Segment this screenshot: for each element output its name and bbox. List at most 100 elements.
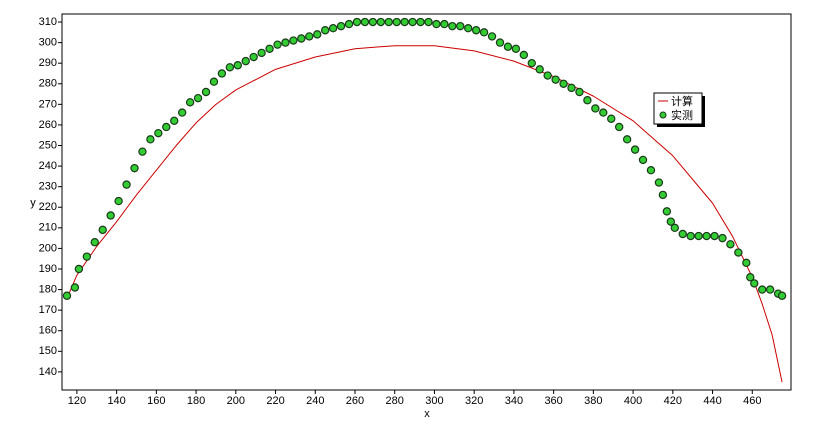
data-point — [591, 104, 600, 113]
data-point — [130, 163, 139, 173]
data-point — [328, 24, 338, 33]
data-point — [575, 87, 584, 97]
data-point — [646, 166, 656, 175]
x-tick-label: 160 — [147, 395, 165, 407]
data-point — [607, 114, 616, 123]
data-point — [567, 83, 576, 93]
data-point — [777, 291, 787, 300]
data-point — [710, 231, 719, 241]
y-tick-label: 260 — [39, 119, 57, 131]
data-point — [209, 77, 219, 86]
data-point — [630, 145, 640, 154]
x-tick-label: 300 — [425, 395, 443, 407]
data-point — [162, 122, 171, 132]
data-point — [138, 147, 147, 156]
data-point — [313, 30, 322, 39]
x-tick-label: 460 — [743, 395, 761, 407]
data-point — [185, 98, 195, 107]
x-tick-label: 200 — [227, 395, 245, 407]
data-point — [424, 17, 433, 27]
legend-label: 实测 — [671, 108, 693, 122]
y-tick-label: 170 — [39, 304, 57, 316]
y-tick-label: 250 — [39, 139, 57, 151]
data-point — [305, 32, 314, 41]
data-point — [535, 65, 544, 74]
data-point — [746, 273, 755, 282]
y-tick-label: 240 — [39, 160, 57, 172]
data-point — [392, 17, 401, 27]
x-tick-label: 320 — [465, 395, 483, 407]
data-point — [440, 19, 449, 29]
data-point — [257, 48, 266, 58]
x-tick-label: 220 — [266, 395, 284, 407]
x-tick-label: 400 — [624, 395, 642, 407]
data-point — [289, 36, 298, 45]
legend-box — [653, 92, 703, 125]
data-point — [583, 96, 592, 105]
data-point — [352, 17, 362, 27]
y-tick-label: 160 — [39, 325, 57, 337]
data-point — [726, 240, 735, 249]
data-point — [74, 264, 84, 274]
y-tick-label: 220 — [39, 201, 57, 213]
y-axis-label: y — [30, 197, 36, 209]
data-point — [273, 40, 282, 49]
data-point — [599, 108, 608, 117]
data-point — [241, 56, 250, 66]
data-point — [487, 32, 497, 41]
x-tick-label: 140 — [107, 395, 125, 407]
data-point — [320, 26, 330, 35]
data-point — [400, 17, 409, 27]
x-tick-label: 380 — [584, 395, 602, 407]
x-tick-label: 240 — [306, 395, 324, 407]
x-tick-label: 120 — [68, 395, 86, 407]
data-point — [614, 122, 624, 132]
x-axis-label: x — [424, 408, 430, 420]
data-point — [408, 17, 417, 27]
x-tick-label: 280 — [386, 395, 404, 407]
data-point — [114, 196, 123, 206]
x-tick-label: 260 — [346, 395, 364, 407]
y-tick-label: 150 — [39, 345, 57, 357]
data-point — [146, 135, 155, 144]
data-point — [122, 180, 131, 189]
data-point — [658, 190, 668, 200]
y-tick-label: 180 — [39, 283, 57, 295]
data-point — [638, 155, 648, 165]
x-tick-label: 360 — [544, 395, 562, 407]
y-tick-label: 190 — [39, 263, 57, 275]
data-point — [98, 225, 107, 235]
x-tick-label: 340 — [505, 395, 523, 407]
data-point — [432, 19, 441, 29]
data-point — [70, 283, 80, 292]
data-point — [503, 42, 513, 51]
data-point — [265, 44, 274, 53]
data-point — [448, 21, 457, 31]
legend-marker — [659, 111, 667, 119]
data-point — [233, 61, 242, 70]
data-point — [471, 26, 481, 35]
data-point — [201, 87, 211, 97]
data-point — [666, 217, 676, 226]
data-point — [464, 24, 473, 33]
data-point — [82, 252, 92, 261]
data-point — [479, 28, 489, 37]
data-point — [217, 69, 227, 78]
legend-label: 计算 — [671, 94, 693, 108]
y-tick-label: 210 — [39, 222, 57, 234]
data-point — [519, 50, 529, 60]
data-point — [106, 211, 115, 220]
data-point — [654, 178, 664, 187]
data-point — [678, 229, 687, 239]
data-point — [249, 52, 258, 62]
data-point — [281, 38, 290, 47]
y-tick-label: 300 — [39, 37, 57, 49]
data-point — [336, 21, 346, 31]
calc-line — [68, 45, 783, 383]
data-point — [344, 19, 354, 29]
data-point — [543, 71, 552, 80]
x-tick-label: 180 — [187, 395, 205, 407]
data-point — [527, 58, 536, 68]
data-point — [686, 231, 695, 241]
data-point — [368, 17, 378, 27]
